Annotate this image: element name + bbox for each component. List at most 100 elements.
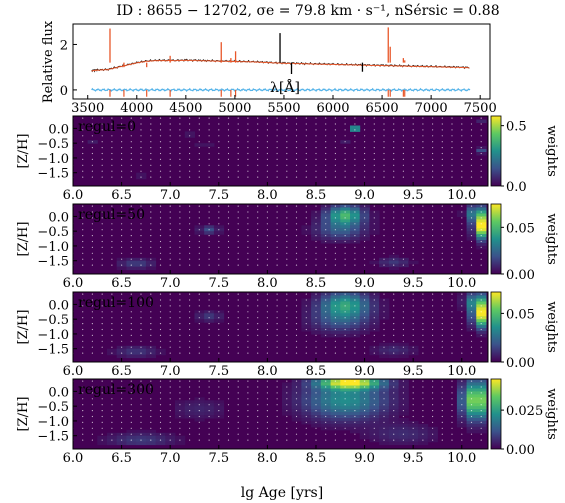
grid-point (169, 135, 171, 137)
grid-point (412, 135, 414, 137)
spectrum-x-tick-label: 6000 (316, 101, 349, 116)
grid-point (295, 164, 298, 166)
grid-point (480, 299, 482, 301)
grid-point (441, 334, 443, 336)
grid-point (334, 205, 336, 207)
grid-point (432, 229, 434, 231)
grid-point (451, 164, 453, 166)
grid-point (227, 386, 230, 388)
weight-cell (476, 213, 487, 217)
grid-point (373, 427, 375, 429)
grid-point (266, 380, 268, 382)
grid-point (208, 439, 210, 441)
grid-point (295, 421, 298, 423)
grid-point (325, 235, 327, 237)
grid-point (325, 123, 327, 125)
grid-point (266, 293, 268, 295)
grid-point (159, 392, 162, 394)
grid-point (266, 205, 268, 207)
grid-point (276, 217, 278, 219)
grid-point (130, 415, 132, 418)
grid-point (237, 135, 239, 137)
grid-point (169, 264, 171, 266)
grid-point (121, 152, 123, 155)
grid-point (393, 223, 395, 225)
weight-cell (291, 418, 302, 422)
grid-point (237, 392, 239, 394)
weight-cell (359, 225, 370, 229)
grid-point (247, 246, 249, 248)
grid-point (159, 346, 162, 348)
grid-point (354, 427, 356, 429)
grid-point (451, 211, 453, 213)
weight-cell (398, 429, 409, 434)
grid-point (432, 317, 434, 319)
grid-point (208, 427, 210, 429)
weight-cell (213, 412, 225, 416)
grid-point (441, 346, 443, 348)
grid-point (140, 311, 142, 313)
grid-point (121, 264, 123, 266)
grid-point (111, 433, 113, 435)
grid-point (451, 123, 453, 125)
grid-point (325, 176, 327, 178)
grid-point (354, 380, 356, 382)
grid-point (305, 223, 307, 225)
weight-cell (466, 429, 477, 434)
grid-point (315, 152, 317, 155)
grid-point (402, 117, 404, 119)
weight-cell (340, 423, 351, 428)
grid-point (208, 299, 210, 301)
grid-point (441, 299, 443, 301)
grid-point (286, 117, 288, 119)
grid-point (402, 433, 404, 435)
grid-point (276, 398, 278, 400)
grid-point (227, 176, 230, 178)
weight-cell (204, 406, 215, 410)
grid-point (189, 439, 191, 441)
grid-point (315, 346, 317, 348)
grid-point (295, 264, 298, 266)
grid-point (344, 147, 346, 149)
grid-point (111, 264, 113, 266)
grid-point (189, 317, 191, 319)
grid-point (441, 135, 443, 137)
weight-cell (418, 423, 429, 428)
grid-point (364, 410, 366, 412)
grid-point (150, 404, 152, 406)
grid-point (208, 147, 210, 149)
grid-point (198, 305, 200, 307)
grid-point (295, 176, 298, 178)
weight-cell (466, 207, 477, 211)
grid-point (101, 264, 103, 266)
grid-point (354, 252, 356, 254)
grid-point (402, 305, 404, 307)
grid-point (354, 433, 356, 435)
grid-point (218, 398, 220, 400)
weight-cell (359, 388, 370, 392)
grid-point (266, 415, 268, 418)
grid-point (325, 258, 327, 260)
weight-cell (369, 406, 380, 410)
grid-point (237, 117, 239, 119)
grid-point (189, 223, 191, 225)
weight-cell (136, 266, 147, 271)
grid-point (198, 135, 200, 137)
grid-point (325, 439, 327, 441)
grid-point (354, 135, 356, 137)
grid-point (91, 415, 93, 418)
grid-point (159, 158, 162, 160)
weight-cell (320, 307, 331, 311)
grid-point (480, 404, 482, 406)
grid-point (247, 415, 249, 418)
grid-point (150, 252, 152, 254)
weight-cell (369, 400, 380, 404)
grid-point (111, 346, 113, 348)
grid-point (383, 211, 385, 213)
spectrum-x-tick-label: 4500 (169, 101, 202, 116)
grid-point (198, 421, 200, 423)
heatmap-frame (72, 378, 489, 450)
grid-point (169, 340, 171, 342)
grid-point (364, 235, 366, 237)
grid-point (344, 152, 346, 155)
